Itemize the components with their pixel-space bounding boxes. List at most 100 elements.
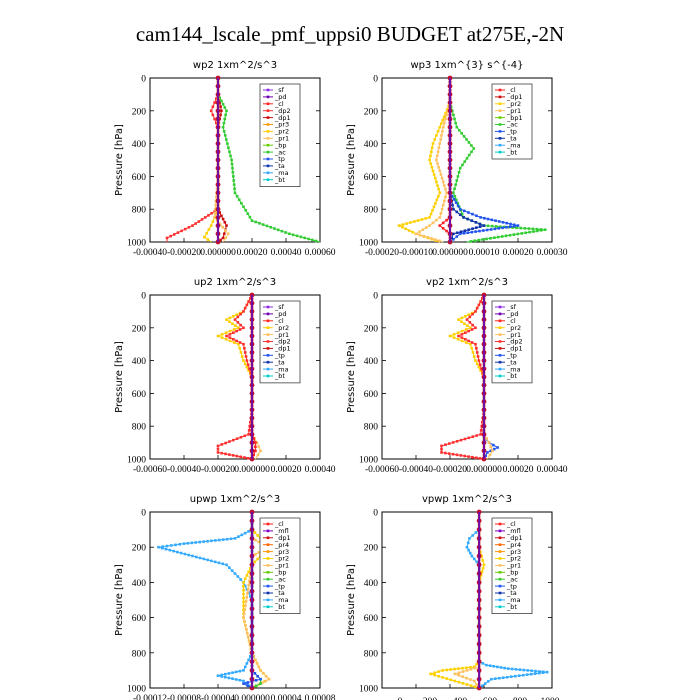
legend-label: _pd	[274, 93, 287, 101]
legend-marker-ma	[266, 171, 270, 175]
data-point	[311, 238, 314, 242]
data-point	[521, 673, 525, 677]
data-point	[529, 672, 533, 676]
legend-marker-pr2	[266, 130, 270, 133]
data-point	[198, 556, 202, 560]
data-point	[246, 635, 250, 639]
data-point	[221, 217, 225, 221]
data-point	[501, 676, 505, 679]
data-point	[444, 195, 447, 199]
data-point	[243, 584, 247, 588]
data-point	[436, 150, 440, 154]
data-point	[220, 673, 223, 677]
legend-marker-ta	[498, 360, 502, 364]
data-point	[243, 620, 246, 623]
data-point	[471, 455, 474, 459]
data-point	[243, 608, 247, 611]
data-point	[255, 441, 259, 444]
data-point	[470, 328, 474, 331]
data-point	[234, 678, 238, 681]
data-point	[472, 557, 476, 561]
data-point	[481, 420, 484, 424]
legend-label: _bt	[274, 603, 285, 611]
data-point	[461, 675, 464, 679]
data-point	[438, 142, 442, 145]
data-point	[221, 225, 225, 229]
data-point	[477, 303, 481, 307]
data-point	[221, 562, 225, 566]
data-point	[247, 530, 250, 533]
data-point	[460, 336, 464, 339]
legend-marker-bt	[266, 374, 270, 378]
data-point	[257, 551, 261, 554]
legend-label: _cl	[506, 520, 516, 528]
data-point	[444, 451, 447, 455]
data-point	[437, 670, 440, 673]
legend-label: _tp	[506, 128, 517, 136]
data-point	[509, 222, 512, 226]
legend-marker-bt	[498, 150, 502, 154]
x-tick-label: 0.00030	[537, 248, 568, 258]
data-point	[248, 215, 252, 219]
data-point	[244, 600, 248, 603]
data-point	[235, 194, 239, 198]
data-point	[211, 113, 215, 117]
data-point	[457, 318, 460, 321]
data-point	[224, 236, 227, 240]
data-point	[475, 683, 479, 686]
data-point	[434, 202, 437, 205]
data-point	[458, 166, 462, 170]
x-tick-label: 0.00040	[537, 465, 568, 475]
panel-title: vpwp 1xm^2/s^3	[422, 494, 512, 505]
data-point	[468, 321, 472, 324]
data-point	[227, 146, 230, 149]
data-point	[508, 225, 512, 228]
data-point	[215, 212, 218, 215]
data-point	[236, 315, 240, 319]
data-point	[242, 581, 245, 584]
legend-marker-sf	[266, 305, 270, 309]
legend-label: _tp	[506, 582, 517, 590]
x-tick-label: -0.00060	[133, 465, 167, 475]
legend-label: _tp	[274, 582, 285, 590]
legend-marker-ta	[266, 591, 270, 595]
data-point	[256, 674, 259, 678]
legend-label: _pr2	[274, 128, 289, 136]
legend-label: _cl	[506, 86, 516, 94]
data-point	[220, 333, 224, 336]
legend-marker-dp2	[498, 340, 502, 343]
data-point	[191, 554, 194, 558]
data-point	[477, 238, 481, 242]
data-point	[243, 347, 246, 350]
data-point	[455, 235, 459, 238]
legend-label: _dp1	[274, 114, 291, 122]
data-point	[471, 212, 474, 216]
data-point	[489, 449, 493, 453]
data-point	[489, 237, 492, 240]
data-point	[451, 203, 454, 207]
data-point	[248, 575, 252, 579]
data-point	[474, 230, 477, 233]
data-point	[468, 551, 472, 555]
data-point	[255, 662, 259, 665]
data-point	[233, 191, 237, 195]
x-tick-label: 0.00040	[305, 465, 336, 475]
data-point	[441, 203, 445, 207]
y-tick-label: 800	[364, 206, 379, 216]
legend-marker-pr3	[498, 550, 502, 553]
data-point	[234, 324, 237, 328]
data-point	[535, 227, 539, 231]
data-point	[470, 150, 473, 154]
data-point	[259, 449, 262, 453]
data-point	[453, 667, 456, 671]
data-point	[457, 334, 460, 338]
x-tick-label: 0.000000	[432, 248, 468, 258]
data-point	[470, 341, 474, 344]
data-point	[174, 543, 177, 547]
data-point	[259, 682, 262, 685]
data-point	[397, 224, 401, 227]
data-point	[505, 675, 509, 679]
data-point	[504, 234, 508, 238]
x-tick-label: -0.00008	[167, 694, 201, 700]
